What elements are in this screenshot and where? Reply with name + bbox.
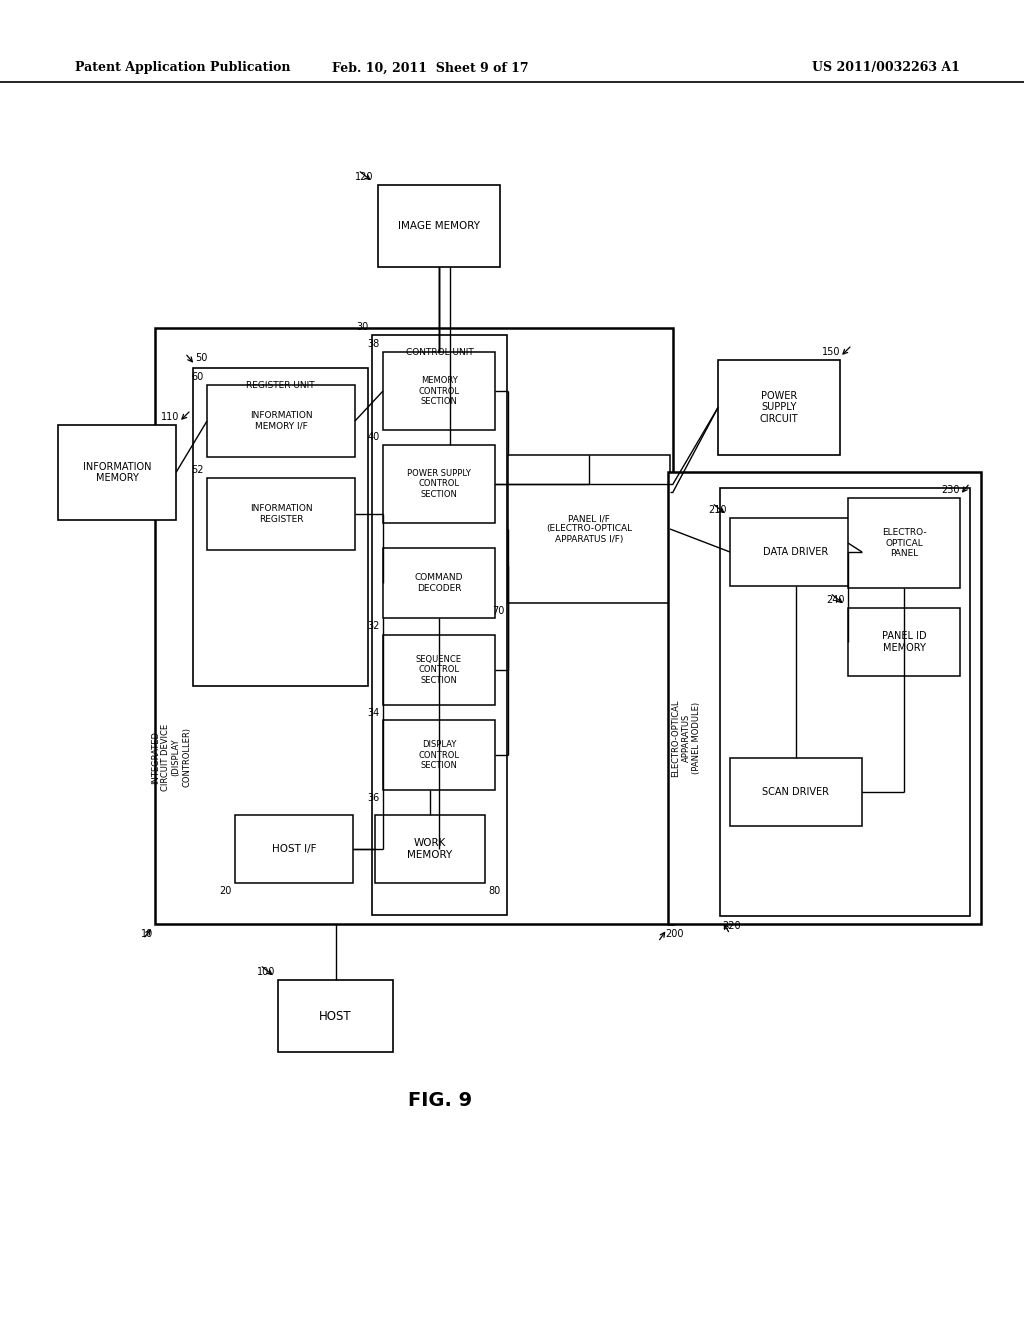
Bar: [234, 814, 353, 883]
Text: HOST: HOST: [319, 1010, 352, 1023]
Text: POWER
SUPPLY
CIRCUIT: POWER SUPPLY CIRCUIT: [760, 391, 799, 424]
Bar: [58, 425, 176, 520]
Text: Patent Application Publication: Patent Application Publication: [75, 62, 291, 74]
Text: 36: 36: [368, 793, 380, 803]
Bar: [278, 979, 393, 1052]
Text: CONTROL UNIT: CONTROL UNIT: [406, 348, 473, 356]
Text: 210: 210: [709, 506, 727, 515]
Text: INTEGRATED
CIRCUIT DEVICE
(DISPLAY
CONTROLLER): INTEGRATED CIRCUIT DEVICE (DISPLAY CONTR…: [151, 723, 191, 791]
Text: FIG. 9: FIG. 9: [408, 1090, 472, 1110]
Bar: [730, 758, 862, 826]
Bar: [383, 635, 495, 705]
Text: 200: 200: [665, 929, 683, 939]
Text: 40: 40: [368, 432, 380, 442]
Text: 110: 110: [161, 412, 179, 422]
Text: DATA DRIVER: DATA DRIVER: [763, 546, 828, 557]
Text: 120: 120: [354, 172, 373, 182]
Text: 10: 10: [140, 929, 153, 939]
Text: 240: 240: [826, 595, 845, 605]
Text: 150: 150: [821, 347, 840, 356]
Text: INFORMATION
MEMORY: INFORMATION MEMORY: [83, 462, 152, 483]
Text: 100: 100: [257, 968, 275, 977]
Text: ELECTRO-OPTICAL
APPARATUS
(PANEL MODULE): ELECTRO-OPTICAL APPARATUS (PANEL MODULE): [671, 700, 700, 776]
Text: 34: 34: [368, 708, 380, 718]
Bar: [207, 478, 355, 550]
Text: Feb. 10, 2011  Sheet 9 of 17: Feb. 10, 2011 Sheet 9 of 17: [332, 62, 528, 74]
Text: 32: 32: [368, 620, 380, 631]
Text: 60: 60: [191, 372, 204, 381]
Text: 30: 30: [356, 322, 369, 333]
Text: COMMAND
DECODER: COMMAND DECODER: [415, 573, 463, 593]
Text: ELECTRO-
OPTICAL
PANEL: ELECTRO- OPTICAL PANEL: [882, 528, 927, 558]
Bar: [372, 335, 507, 915]
Text: 70: 70: [493, 606, 505, 616]
Bar: [720, 488, 970, 916]
Bar: [383, 445, 495, 523]
Bar: [375, 814, 485, 883]
Bar: [155, 327, 673, 924]
Bar: [730, 517, 862, 586]
Bar: [378, 185, 500, 267]
Text: POWER SUPPLY
CONTROL
SECTION: POWER SUPPLY CONTROL SECTION: [408, 469, 471, 499]
Bar: [383, 548, 495, 618]
Text: 52: 52: [191, 465, 204, 475]
Bar: [383, 352, 495, 430]
Bar: [193, 368, 368, 686]
Text: 230: 230: [941, 484, 961, 495]
Text: SEQUENCE
CONTROL
SECTION: SEQUENCE CONTROL SECTION: [416, 655, 462, 685]
Text: IMAGE MEMORY: IMAGE MEMORY: [398, 220, 480, 231]
Text: SCAN DRIVER: SCAN DRIVER: [763, 787, 829, 797]
Bar: [383, 719, 495, 789]
Bar: [848, 498, 961, 587]
Bar: [718, 360, 840, 455]
Text: INFORMATION
MEMORY I/F: INFORMATION MEMORY I/F: [250, 412, 312, 430]
Bar: [668, 473, 981, 924]
Bar: [508, 455, 670, 603]
Text: REGISTER UNIT: REGISTER UNIT: [246, 381, 314, 389]
Text: DISPLAY
CONTROL
SECTION: DISPLAY CONTROL SECTION: [419, 741, 460, 770]
Bar: [848, 609, 961, 676]
Text: WORK
MEMORY: WORK MEMORY: [408, 838, 453, 859]
Text: HOST I/F: HOST I/F: [271, 843, 316, 854]
Text: 50: 50: [195, 352, 208, 363]
Text: PANEL I/F
(ELECTRO-OPTICAL
APPARATUS I/F): PANEL I/F (ELECTRO-OPTICAL APPARATUS I/F…: [546, 513, 632, 544]
Text: 38: 38: [368, 339, 380, 348]
Bar: [207, 385, 355, 457]
Text: US 2011/0032263 A1: US 2011/0032263 A1: [812, 62, 961, 74]
Text: INFORMATION
REGISTER: INFORMATION REGISTER: [250, 504, 312, 524]
Text: PANEL ID
MEMORY: PANEL ID MEMORY: [882, 631, 927, 653]
Text: 20: 20: [219, 886, 232, 896]
Text: 80: 80: [488, 886, 501, 896]
Text: 220: 220: [722, 921, 740, 931]
Text: MEMORY
CONTROL
SECTION: MEMORY CONTROL SECTION: [419, 376, 460, 407]
